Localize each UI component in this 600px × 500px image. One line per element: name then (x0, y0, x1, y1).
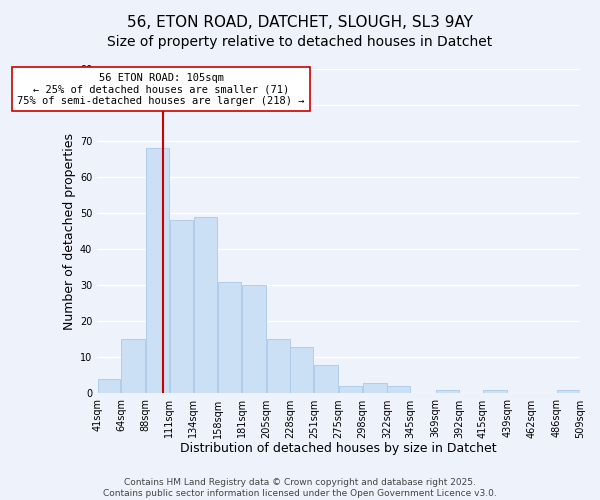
Bar (388, 386, 410, 394)
Bar (194, 217, 217, 394)
Bar (267, 340, 290, 394)
Text: 56, ETON ROAD, DATCHET, SLOUGH, SL3 9AY: 56, ETON ROAD, DATCHET, SLOUGH, SL3 9AY (127, 15, 473, 30)
Bar (290, 346, 313, 394)
Bar (436, 390, 459, 394)
Bar (98, 379, 121, 394)
Text: 56 ETON ROAD: 105sqm
← 25% of detached houses are smaller (71)
75% of semi-detac: 56 ETON ROAD: 105sqm ← 25% of detached h… (17, 72, 305, 106)
Bar (170, 220, 193, 394)
Bar (242, 286, 266, 394)
Bar (557, 390, 580, 394)
Text: Size of property relative to detached houses in Datchet: Size of property relative to detached ho… (107, 35, 493, 49)
Bar (339, 386, 362, 394)
Text: Contains HM Land Registry data © Crown copyright and database right 2025.
Contai: Contains HM Land Registry data © Crown c… (103, 478, 497, 498)
X-axis label: Distribution of detached houses by size in Datchet: Distribution of detached houses by size … (180, 442, 497, 455)
Bar (363, 382, 386, 394)
Bar (484, 390, 508, 394)
Bar (146, 148, 169, 394)
Y-axis label: Number of detached properties: Number of detached properties (63, 132, 76, 330)
Bar (121, 340, 145, 394)
Bar (218, 282, 241, 394)
Bar (314, 364, 338, 394)
